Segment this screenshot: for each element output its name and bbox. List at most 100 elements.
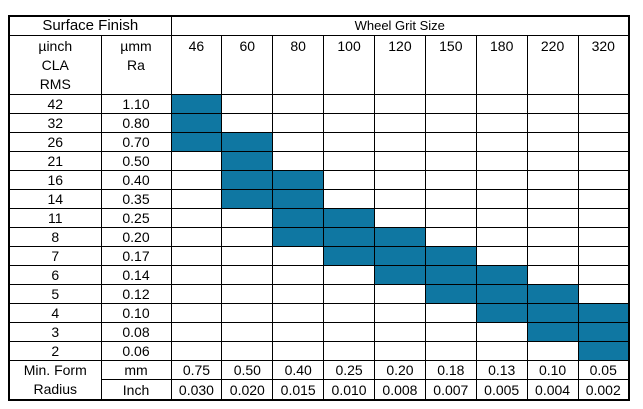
grit-cell (424, 303, 477, 323)
grit-cell-filled (577, 322, 630, 342)
grit-cell (577, 208, 630, 228)
grit-column-header: 220 (526, 35, 579, 95)
grit-cell (374, 151, 426, 171)
grit-cell (526, 151, 579, 171)
mm-value-cell: 0.75 (170, 359, 223, 381)
table-row: 11 0.25 (8, 208, 630, 228)
mm-value-cell: 0.13 (475, 359, 528, 381)
grit-cell (272, 303, 325, 323)
uinch-value-cell: 32 (8, 113, 102, 133)
grit-cell (272, 151, 325, 171)
mm-unit-label: mm (100, 359, 172, 381)
grit-cell (272, 284, 325, 304)
table-row: 26 0.70 (8, 132, 630, 152)
grit-cell (170, 284, 223, 304)
inch-value-cell: 0.002 (577, 379, 630, 401)
grit-cell-filled (323, 208, 375, 228)
inch-value-cell: 0.007 (424, 379, 477, 401)
grit-cell (374, 284, 426, 304)
grit-cell (221, 341, 274, 361)
table-row: 42 1.10 (8, 94, 630, 114)
grit-cell (374, 189, 426, 209)
grit-cell-filled (475, 303, 528, 323)
umm-value-cell: 0.20 (100, 227, 172, 247)
umm-value-cell: 0.50 (100, 151, 172, 171)
grit-cell (272, 341, 325, 361)
umm-ra-header: µmm Ra (100, 35, 172, 95)
grit-cell-filled (424, 284, 477, 304)
header-line: Min. Form (23, 362, 87, 378)
grit-cell (526, 265, 579, 285)
grit-cell (424, 132, 477, 152)
header-line: Radius (33, 381, 78, 397)
grit-cell-filled (170, 132, 223, 152)
mm-value-cell: 0.50 (221, 359, 274, 381)
grit-cell (272, 94, 325, 114)
grit-cell (374, 208, 426, 228)
grit-column-header: 60 (221, 35, 274, 95)
grit-cell (221, 303, 274, 323)
grit-cell (577, 94, 630, 114)
grit-cell (272, 246, 325, 266)
grit-cell-filled (475, 284, 528, 304)
grit-cell (526, 246, 579, 266)
grit-cell (424, 113, 477, 133)
umm-value-cell: 0.70 (100, 132, 172, 152)
grit-cell (323, 113, 375, 133)
min-form-radius-inch-row: Inch 0.030 0.020 0.015 0.010 0.008 0.007 0.005 0… (9, 379, 630, 401)
header-row-units: µinch CLA RMS µmm Ra 46 60 80 100 120 150 180 220 320 (8, 35, 630, 95)
grit-cell (577, 189, 630, 209)
grit-cell (323, 132, 375, 152)
grit-cell (424, 189, 477, 209)
table-row: 5 0.12 (8, 284, 630, 304)
header-line: CLA (41, 57, 69, 73)
inch-value-cell: 0.010 (323, 379, 375, 401)
grit-cell (475, 246, 528, 266)
grit-cell (374, 341, 426, 361)
grit-cell-filled (526, 284, 579, 304)
grit-cell (323, 341, 375, 361)
header-row-top: Surface Finish Wheel Grit Size (8, 15, 630, 36)
uinch-value-cell: 11 (8, 208, 102, 228)
grit-cell (577, 170, 630, 190)
grit-cell-filled (374, 265, 426, 285)
grit-cell (577, 246, 630, 266)
grit-cell (526, 94, 579, 114)
grit-cell (475, 208, 528, 228)
grit-cell (475, 94, 528, 114)
inch-unit-label: Inch (100, 379, 172, 401)
grit-cell (323, 265, 375, 285)
grit-cell-filled (323, 227, 375, 247)
grit-cell-filled (221, 151, 274, 171)
grit-cell (170, 170, 223, 190)
surface-finish-header: Surface Finish (8, 15, 172, 36)
grit-cell (221, 284, 274, 304)
grit-cell (170, 227, 223, 247)
grit-cell-filled (577, 303, 630, 323)
uinch-value-cell: 7 (8, 246, 102, 266)
inch-value-cell: 0.008 (374, 379, 426, 401)
grit-cell (323, 94, 375, 114)
grit-cell (475, 170, 528, 190)
table-row: 7 0.17 (8, 246, 630, 266)
grit-cell-filled (323, 246, 375, 266)
grit-column-header: 100 (323, 35, 375, 95)
table-row: 14 0.35 (8, 189, 630, 209)
grit-cell (374, 303, 426, 323)
table-row: 8 0.20 (8, 227, 630, 247)
table-row: 21 0.50 (8, 151, 630, 171)
grit-cell (577, 151, 630, 171)
header-line: µinch (38, 38, 73, 54)
grit-cell (526, 227, 579, 247)
table-row: 3 0.08 (8, 322, 630, 342)
grit-cell (374, 322, 426, 342)
grit-cell (475, 132, 528, 152)
grit-cell-filled (374, 227, 426, 247)
grit-cell (170, 341, 223, 361)
uinch-value-cell: 16 (8, 170, 102, 190)
header-line: Ra (127, 57, 145, 73)
uinch-value-cell: 3 (8, 322, 102, 342)
grit-cell (323, 170, 375, 190)
uinch-value-cell: 4 (8, 303, 102, 323)
uinch-cla-rms-header: µinch CLA RMS (8, 35, 102, 95)
